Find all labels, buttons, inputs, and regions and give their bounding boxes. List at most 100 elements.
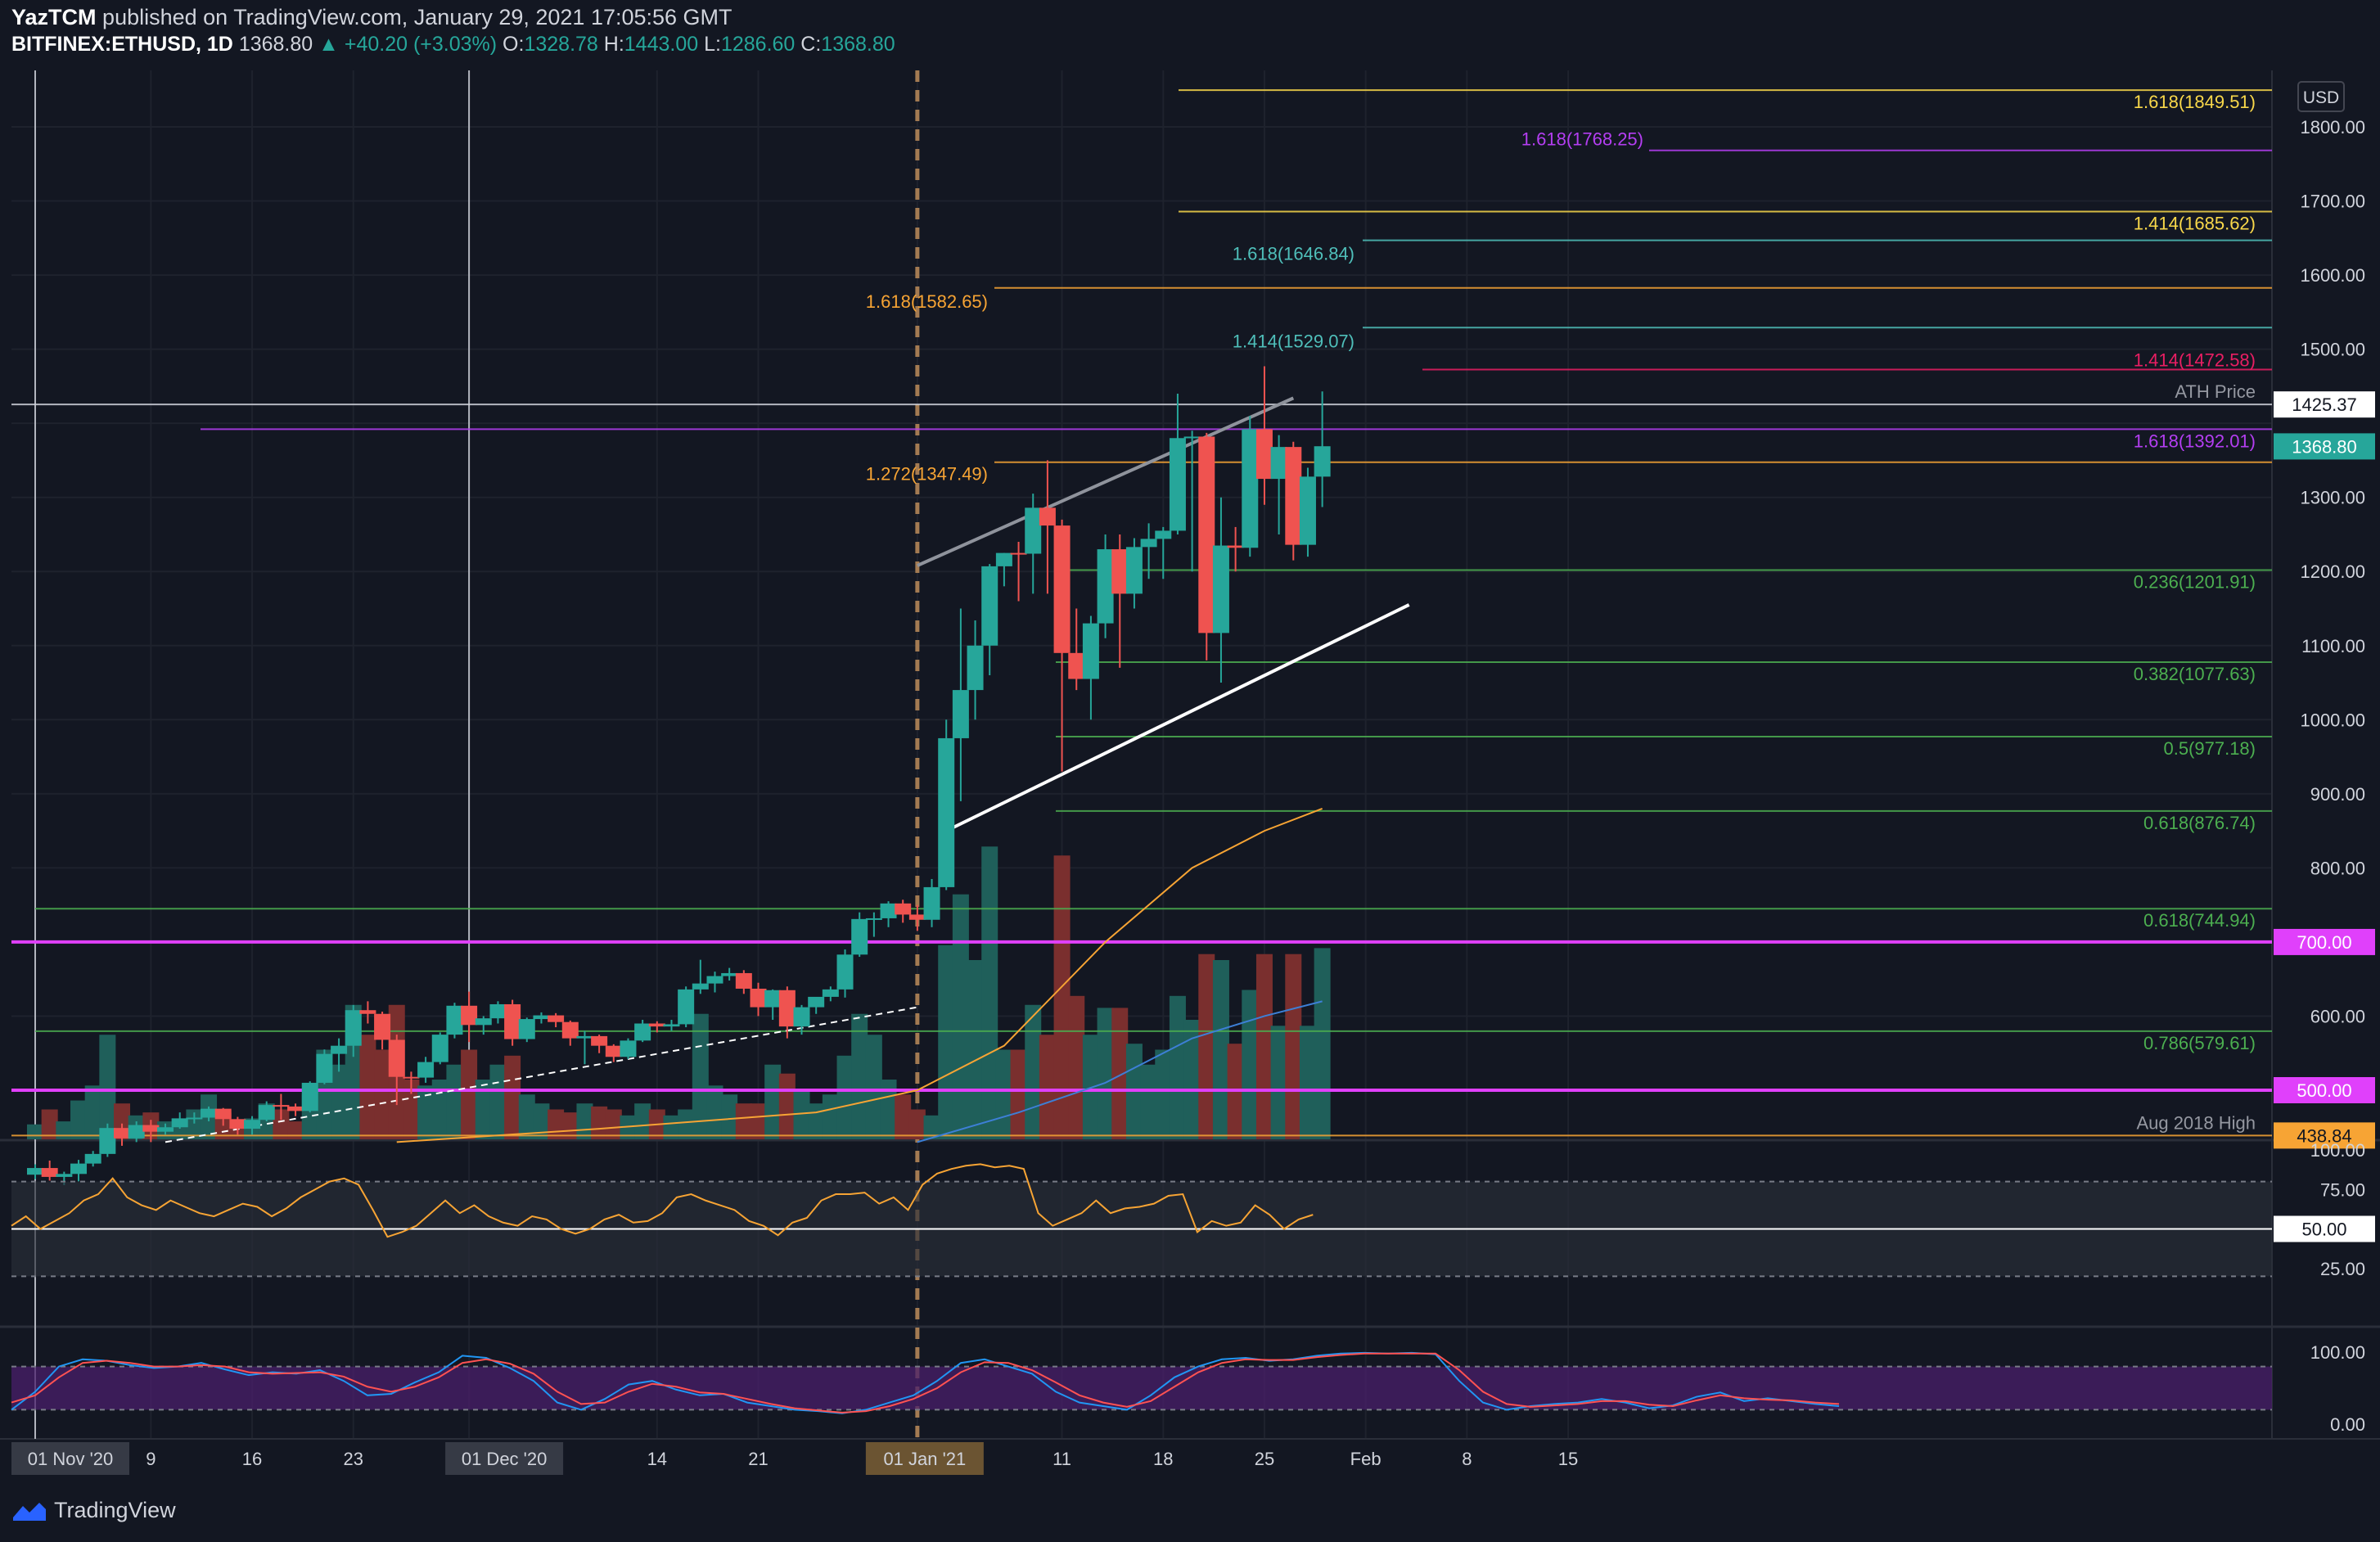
fib-level-label: 1.618(1768.25) bbox=[1521, 129, 1643, 150]
volume-bar bbox=[1314, 948, 1331, 1139]
candle-body bbox=[620, 1040, 637, 1057]
volume-bar bbox=[721, 1094, 738, 1139]
volume-bar bbox=[1053, 855, 1071, 1139]
candle-body bbox=[84, 1153, 101, 1164]
candle-body bbox=[114, 1128, 131, 1138]
price-axis-tick: 1200.00 bbox=[2300, 561, 2365, 582]
candle-body bbox=[895, 903, 912, 915]
close-value: 1368.80 bbox=[821, 33, 895, 56]
volume-bar bbox=[504, 1055, 521, 1139]
volume-bar bbox=[995, 1049, 1012, 1139]
candle-body bbox=[1314, 446, 1331, 477]
candle-body bbox=[70, 1163, 88, 1175]
volume-bar bbox=[793, 1091, 810, 1139]
candle-body bbox=[1227, 545, 1244, 548]
price-axis-tick: 1300.00 bbox=[2300, 488, 2365, 508]
volume-bar bbox=[1025, 1004, 1042, 1139]
candle-body bbox=[403, 1076, 420, 1079]
price-axis-currency: USD bbox=[2303, 88, 2339, 107]
volume-bar bbox=[735, 1103, 752, 1139]
upper-trendline bbox=[917, 396, 1295, 567]
candle-body bbox=[692, 983, 709, 990]
candle-body bbox=[244, 1120, 261, 1129]
price-tag-bg bbox=[2274, 928, 2375, 955]
candle-body bbox=[1039, 507, 1056, 526]
price-tag-bg bbox=[2274, 433, 2375, 460]
candle-body bbox=[706, 976, 723, 984]
time-axis-tick: 15 bbox=[1558, 1449, 1578, 1469]
stoch-k-line bbox=[11, 1351, 1840, 1414]
candle-body bbox=[533, 1015, 550, 1020]
volume-bar bbox=[1198, 954, 1215, 1139]
symbol-info-line: BITFINEX:ETHUSD, 1D 1368.80 ▲ +40.20 (+3… bbox=[11, 33, 895, 56]
volume-bar bbox=[1111, 1008, 1129, 1139]
candle-body bbox=[605, 1045, 622, 1057]
volume-bar bbox=[923, 1115, 940, 1139]
volume-bar bbox=[663, 1115, 680, 1139]
fib-level-label: 0.786(579.61) bbox=[2143, 1033, 2256, 1053]
candle-body bbox=[1140, 539, 1157, 548]
candle-body bbox=[952, 690, 969, 738]
time-axis-tick: 9 bbox=[146, 1449, 156, 1469]
volume-bar bbox=[1270, 1026, 1287, 1139]
open-value: 1328.78 bbox=[524, 33, 598, 56]
price-axis-tick: 900.00 bbox=[2310, 784, 2365, 805]
volume-bar bbox=[84, 1085, 101, 1139]
volume-bar bbox=[1299, 1026, 1316, 1139]
time-axis-tick: 23 bbox=[343, 1449, 363, 1469]
volume-bar bbox=[214, 1112, 232, 1139]
symbol-name[interactable]: BITFINEX:ETHUSD, 1D bbox=[11, 33, 233, 56]
candle-body bbox=[446, 1005, 463, 1035]
time-tag-bg bbox=[11, 1442, 129, 1475]
candle-body bbox=[287, 1106, 304, 1111]
candle-body bbox=[851, 918, 868, 955]
time-axis-tick: 01 Dec '20 bbox=[462, 1449, 548, 1469]
candle-body bbox=[938, 737, 955, 887]
candle-body bbox=[1198, 436, 1215, 633]
time-tag-bg bbox=[445, 1442, 564, 1475]
candle-body bbox=[1125, 547, 1143, 594]
publish-info: published on TradingView.com, January 29… bbox=[102, 5, 732, 29]
volume-bar bbox=[880, 1080, 897, 1139]
volume-bar bbox=[865, 1035, 882, 1139]
volume-bar bbox=[273, 1109, 290, 1139]
candle-body bbox=[1169, 438, 1186, 531]
volume-bar bbox=[533, 1103, 550, 1139]
volume-bar bbox=[461, 1049, 478, 1139]
candle-body bbox=[1082, 623, 1099, 679]
candle-body bbox=[1155, 530, 1172, 539]
publish-line: YazTCM published on TradingView.com, Jan… bbox=[11, 5, 732, 30]
candle-body bbox=[186, 1117, 203, 1120]
candle-body bbox=[27, 1168, 43, 1175]
price-axis-tick: 800.00 bbox=[2310, 858, 2365, 878]
price-tag: 500.00 bbox=[2297, 1080, 2351, 1101]
tradingview-logo[interactable]: TradingView bbox=[11, 1498, 176, 1523]
candle-body bbox=[359, 1010, 376, 1014]
volume-bar bbox=[1212, 960, 1229, 1139]
volume-bar bbox=[576, 1103, 593, 1139]
candle-body bbox=[99, 1128, 116, 1154]
fib-level-label: ATH Price bbox=[2175, 381, 2256, 402]
price-change: +40.20 (+3.03%) bbox=[344, 33, 498, 56]
time-tag-bg bbox=[865, 1442, 984, 1475]
candle-body bbox=[836, 954, 854, 990]
candle-body bbox=[1183, 436, 1201, 439]
volume-bar bbox=[1242, 990, 1259, 1139]
volume-bar bbox=[808, 1103, 825, 1139]
volume-bar bbox=[1140, 1064, 1157, 1139]
fib-level-label: 1.272(1347.49) bbox=[866, 464, 988, 485]
price-tag: 700.00 bbox=[2297, 932, 2351, 953]
fib-level-label: 0.618(744.94) bbox=[2143, 910, 2256, 931]
volume-bar bbox=[186, 1109, 203, 1139]
candle-body bbox=[201, 1108, 218, 1118]
fib-level-label: 1.618(1582.65) bbox=[866, 291, 988, 312]
rsi-axis-tick: 100.00 bbox=[2310, 1140, 2365, 1161]
rsi-tag-bg bbox=[2274, 1215, 2375, 1242]
tradingview-brand: TradingView bbox=[54, 1498, 176, 1522]
candle-body bbox=[967, 645, 984, 691]
price-up-arrow-icon: ▲ bbox=[318, 33, 339, 56]
price-tag-bg bbox=[2274, 1122, 2375, 1149]
volume-bar bbox=[446, 1064, 463, 1139]
publisher-name[interactable]: YazTCM bbox=[11, 5, 97, 29]
